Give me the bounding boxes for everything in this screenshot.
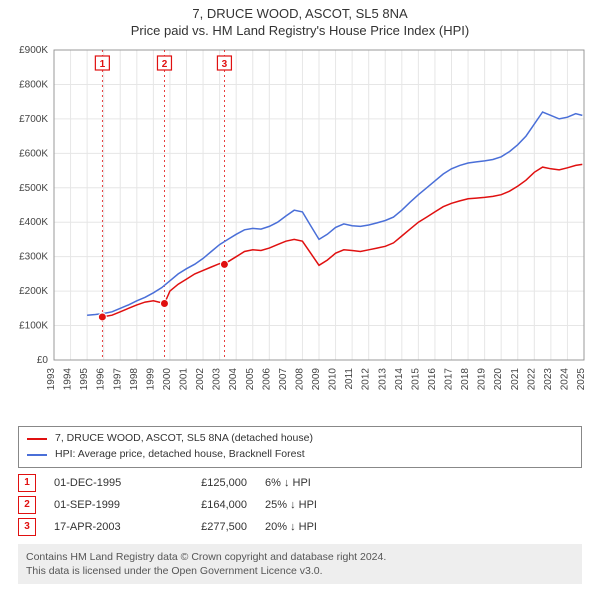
sale-price: £125,000: [167, 477, 247, 489]
sales-table: 1 01-DEC-1995 £125,000 6% ↓ HPI 2 01-SEP-1999…: [18, 472, 582, 538]
svg-text:2009: 2009: [311, 368, 322, 391]
svg-text:2006: 2006: [261, 368, 272, 391]
svg-text:2010: 2010: [328, 368, 339, 391]
svg-text:2007: 2007: [278, 368, 289, 391]
svg-text:£600K: £600K: [19, 148, 48, 159]
svg-text:2023: 2023: [543, 368, 554, 391]
svg-text:2014: 2014: [394, 368, 405, 391]
sale-date: 01-SEP-1999: [54, 499, 149, 511]
svg-text:1995: 1995: [79, 368, 90, 391]
legend-label: 7, DRUCE WOOD, ASCOT, SL5 8NA (detached …: [55, 431, 313, 447]
svg-text:2016: 2016: [427, 368, 438, 391]
svg-text:2: 2: [162, 59, 168, 70]
footer-note: Contains HM Land Registry data © Crown c…: [18, 544, 582, 584]
sale-price: £277,500: [167, 521, 247, 533]
svg-text:1994: 1994: [63, 368, 74, 391]
sale-diff: 25% ↓ HPI: [265, 499, 355, 511]
svg-text:2005: 2005: [245, 368, 256, 391]
svg-text:£400K: £400K: [19, 217, 48, 228]
svg-text:2018: 2018: [460, 368, 471, 391]
svg-text:2017: 2017: [444, 368, 455, 391]
chart-container: 7, DRUCE WOOD, ASCOT, SL5 8NA Price paid…: [0, 0, 600, 584]
svg-text:2008: 2008: [294, 368, 305, 391]
svg-text:1997: 1997: [112, 368, 123, 391]
svg-text:£800K: £800K: [19, 79, 48, 90]
svg-text:£900K: £900K: [19, 46, 48, 56]
svg-text:£100K: £100K: [19, 321, 48, 332]
svg-text:1998: 1998: [129, 368, 140, 391]
sale-price: £164,000: [167, 499, 247, 511]
svg-text:£200K: £200K: [19, 286, 48, 297]
svg-text:2025: 2025: [576, 368, 587, 391]
sale-row: 1 01-DEC-1995 £125,000 6% ↓ HPI: [18, 472, 582, 494]
legend-row: HPI: Average price, detached house, Brac…: [27, 447, 573, 463]
sale-date: 01-DEC-1995: [54, 477, 149, 489]
svg-text:2022: 2022: [526, 368, 537, 391]
chart-svg: £0 £100K £200K £300K £400K £500K £600K £700K £80…: [0, 46, 600, 420]
svg-text:2019: 2019: [477, 368, 488, 391]
svg-text:1996: 1996: [96, 368, 107, 391]
title-sub: Price paid vs. HM Land Registry's House …: [0, 23, 600, 38]
svg-text:£500K: £500K: [19, 183, 48, 194]
legend-swatch: [27, 454, 47, 456]
svg-text:2011: 2011: [344, 368, 355, 390]
footer-line2: This data is licensed under the Open Gov…: [26, 564, 574, 578]
svg-text:£0: £0: [37, 355, 49, 366]
svg-text:2020: 2020: [493, 368, 504, 391]
svg-text:£700K: £700K: [19, 114, 48, 125]
svg-text:2024: 2024: [559, 368, 570, 391]
sale-row: 2 01-SEP-1999 £164,000 25% ↓ HPI: [18, 494, 582, 516]
svg-text:3: 3: [222, 59, 228, 70]
svg-text:2012: 2012: [361, 368, 372, 391]
legend: 7, DRUCE WOOD, ASCOT, SL5 8NA (detached …: [18, 426, 582, 468]
title-main: 7, DRUCE WOOD, ASCOT, SL5 8NA: [0, 6, 600, 21]
svg-text:2013: 2013: [377, 368, 388, 391]
chart-titles: 7, DRUCE WOOD, ASCOT, SL5 8NA Price paid…: [0, 0, 600, 38]
sale-diff: 20% ↓ HPI: [265, 521, 355, 533]
svg-text:1999: 1999: [145, 368, 156, 391]
svg-text:2000: 2000: [162, 368, 173, 391]
sale-row: 3 17-APR-2003 £277,500 20% ↓ HPI: [18, 516, 582, 538]
legend-swatch: [27, 438, 47, 440]
svg-text:2003: 2003: [212, 368, 223, 391]
sale-badge: 2: [18, 496, 36, 514]
footer-line1: Contains HM Land Registry data © Crown c…: [26, 550, 574, 564]
sale-badge: 1: [18, 474, 36, 492]
svg-text:2002: 2002: [195, 368, 206, 391]
sale-date: 17-APR-2003: [54, 521, 149, 533]
svg-text:1993: 1993: [46, 368, 57, 391]
svg-text:2001: 2001: [179, 368, 190, 391]
sale-badge: 3: [18, 518, 36, 536]
svg-text:£300K: £300K: [19, 252, 48, 263]
svg-text:2004: 2004: [228, 368, 239, 391]
sale-diff: 6% ↓ HPI: [265, 477, 355, 489]
svg-text:2015: 2015: [410, 368, 421, 391]
svg-text:1: 1: [100, 59, 106, 70]
legend-row: 7, DRUCE WOOD, ASCOT, SL5 8NA (detached …: [27, 431, 573, 447]
plot-area: £0 £100K £200K £300K £400K £500K £600K £700K £80…: [0, 46, 600, 420]
legend-label: HPI: Average price, detached house, Brac…: [55, 447, 305, 463]
svg-text:2021: 2021: [510, 368, 521, 391]
